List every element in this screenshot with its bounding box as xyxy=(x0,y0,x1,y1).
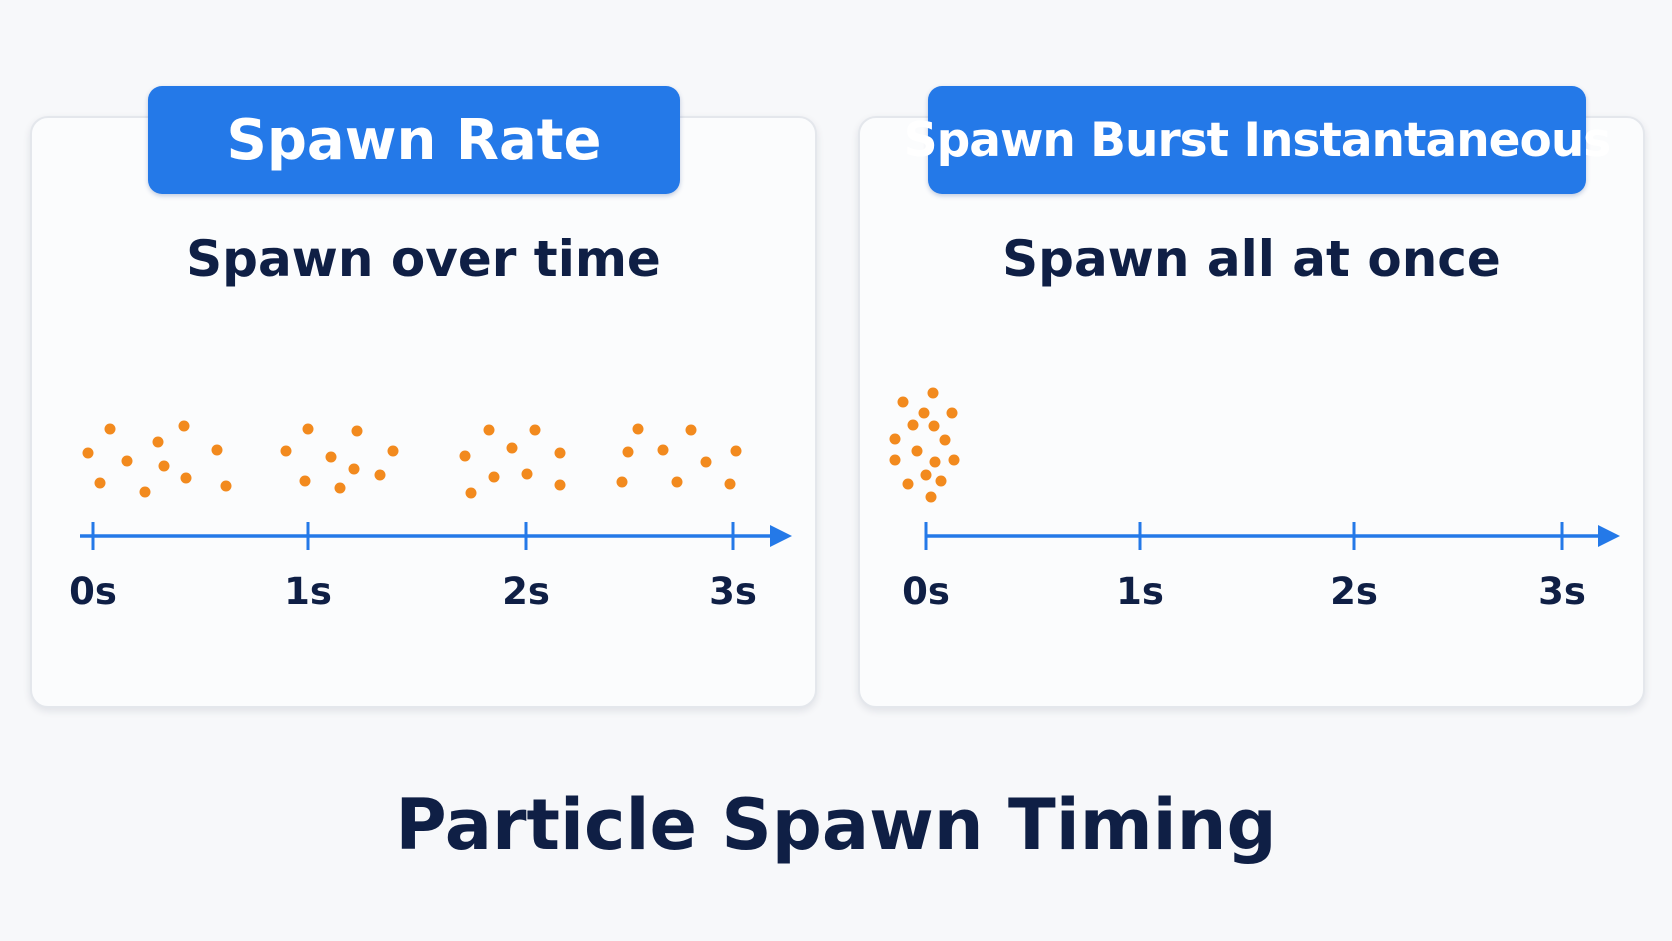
particle-dot xyxy=(488,471,500,483)
particle-dot xyxy=(459,450,471,462)
particle-dot xyxy=(685,424,697,436)
timeline-tick-label: 3s xyxy=(1538,570,1586,613)
particle-dot xyxy=(907,419,919,431)
particle-dot xyxy=(632,423,644,435)
particle-dot xyxy=(529,424,541,436)
particle-dot xyxy=(220,480,232,492)
particle-dot xyxy=(939,434,951,446)
spawn-rate-subtitle: Spawn over time xyxy=(186,230,661,288)
particle-dot xyxy=(946,407,958,419)
particle-dot xyxy=(700,456,712,468)
particle-dot xyxy=(483,424,495,436)
particle-dot xyxy=(889,454,901,466)
particle-dot xyxy=(104,423,116,435)
particle-dot xyxy=(299,475,311,487)
spawn-burst-timeline: 0s 1s 2s 3s xyxy=(902,522,1620,613)
timeline-tick-label: 1s xyxy=(1116,570,1164,613)
particle-dot xyxy=(897,396,909,408)
particle-dot xyxy=(671,476,683,488)
particle-dot xyxy=(889,433,901,445)
particle-dot xyxy=(178,420,190,432)
particle-dot xyxy=(928,420,940,432)
particle-dot xyxy=(730,445,742,457)
particle-dot xyxy=(724,478,736,490)
timeline-tick-label: 0s xyxy=(902,570,950,613)
spawn-burst-badge: Spawn Burst Instantaneous xyxy=(904,86,1611,194)
particle-dot xyxy=(622,446,634,458)
timeline-arrow-head xyxy=(770,525,792,547)
particle-dot xyxy=(374,469,386,481)
particle-dot xyxy=(506,442,518,454)
particle-dot xyxy=(521,468,533,480)
particle-dot xyxy=(152,436,164,448)
particle-dot xyxy=(918,407,930,419)
spawn-rate-badge: Spawn Rate xyxy=(148,86,680,194)
particle-dot xyxy=(82,447,94,459)
particle-dot xyxy=(902,478,914,490)
particle-dot xyxy=(334,482,346,494)
particle-dot xyxy=(325,451,337,463)
particle-dot xyxy=(657,444,669,456)
timeline-tick-label: 3s xyxy=(709,570,757,613)
timeline-tick-label: 1s xyxy=(284,570,332,613)
particle-dot xyxy=(94,477,106,489)
particle-dot xyxy=(387,445,399,457)
particle-dot xyxy=(925,491,937,503)
spawn-burst-panel xyxy=(858,116,1645,708)
spawn-burst-particles xyxy=(889,387,960,503)
particle-dot xyxy=(121,455,133,467)
particle-dot xyxy=(948,454,960,466)
particle-dot xyxy=(935,475,947,487)
spawn-rate-panel xyxy=(30,116,817,708)
particle-dot xyxy=(348,463,360,475)
particle-dot xyxy=(554,447,566,459)
spawn-rate-particles xyxy=(82,420,742,499)
timeline-tick-label: 0s xyxy=(69,570,117,613)
particle-dot xyxy=(929,456,941,468)
particle-dot xyxy=(351,425,363,437)
timeline-tick-label: 2s xyxy=(502,570,550,613)
particle-dot xyxy=(180,472,192,484)
page-title: Particle Spawn Timing xyxy=(395,784,1277,866)
particle-dot xyxy=(158,460,170,472)
particle-dot xyxy=(554,479,566,491)
particle-dot xyxy=(211,444,223,456)
particle-dot xyxy=(616,476,628,488)
particle-dot xyxy=(280,445,292,457)
particle-dot xyxy=(920,469,932,481)
timeline-tick-label: 2s xyxy=(1330,570,1378,613)
particle-dot xyxy=(465,487,477,499)
spawn-rate-timeline: 0s 1s 2s 3s xyxy=(69,522,792,613)
spawn-burst-subtitle: Spawn all at once xyxy=(1002,230,1501,288)
particle-dot xyxy=(139,486,151,498)
timeline-arrow-head xyxy=(1598,525,1620,547)
particle-dot xyxy=(302,423,314,435)
particle-dot xyxy=(927,387,939,399)
particle-dot xyxy=(911,445,923,457)
